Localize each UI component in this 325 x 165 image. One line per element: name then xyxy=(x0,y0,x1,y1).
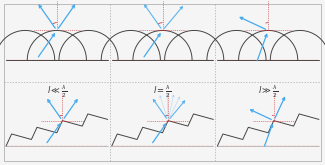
Text: $l \ll \frac{\lambda}{2}$: $l \ll \frac{\lambda}{2}$ xyxy=(47,83,67,100)
Text: $l \gg \frac{\lambda}{2}$: $l \gg \frac{\lambda}{2}$ xyxy=(258,83,278,100)
Text: $l = \frac{\lambda}{2}$: $l = \frac{\lambda}{2}$ xyxy=(153,83,172,100)
